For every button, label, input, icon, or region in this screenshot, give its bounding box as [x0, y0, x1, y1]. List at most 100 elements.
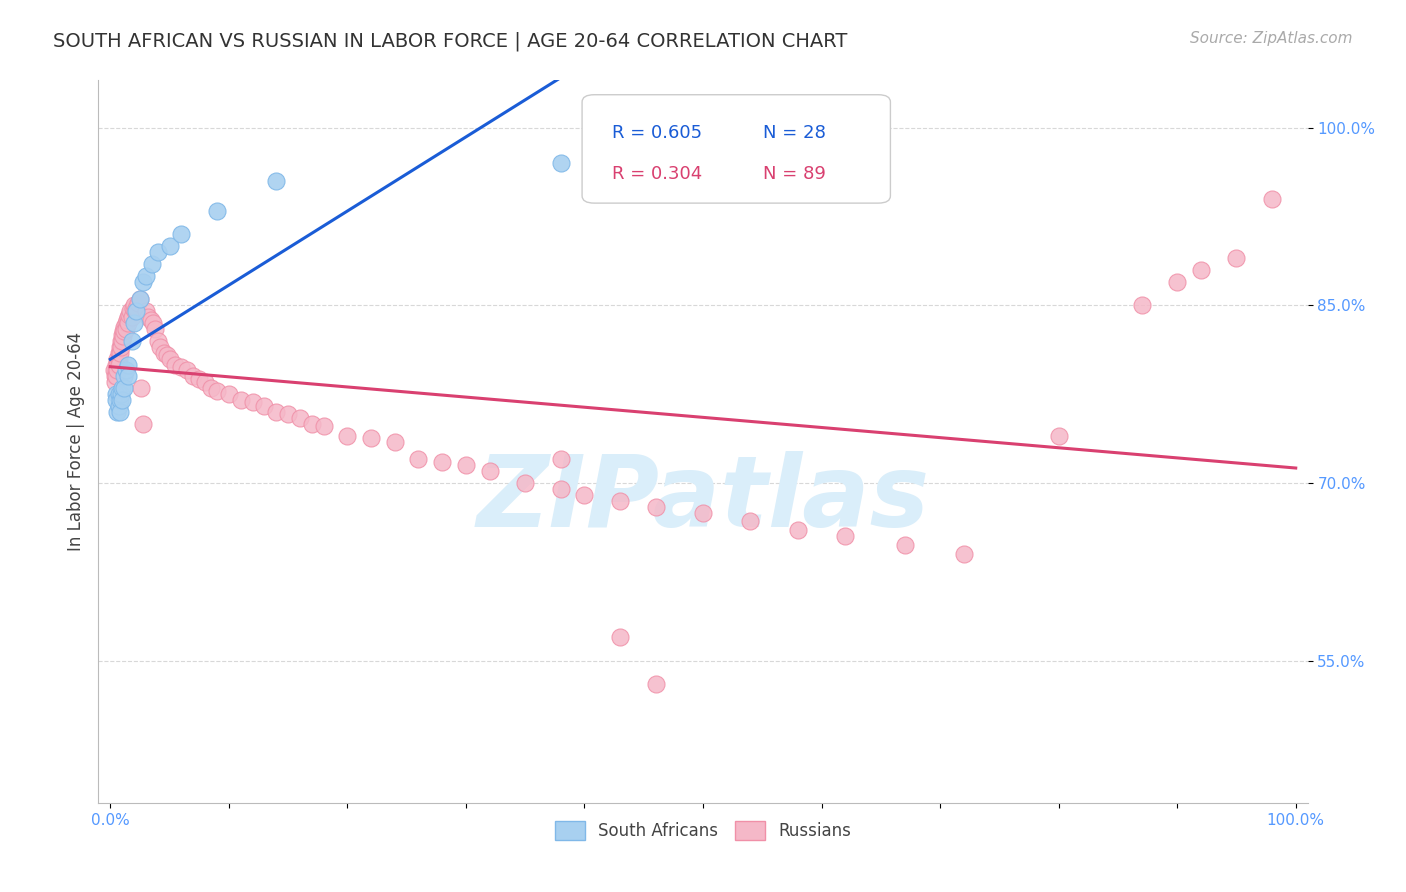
Point — [114, 316, 136, 330]
Point — [114, 322, 136, 336]
Point — [242, 395, 264, 409]
Point — [1225, 251, 1247, 265]
Point — [200, 381, 222, 395]
Point — [609, 493, 631, 508]
Point — [1130, 298, 1153, 312]
Point — [312, 419, 335, 434]
Point — [786, 524, 808, 538]
Point — [105, 387, 128, 401]
Point — [550, 156, 572, 170]
Point — [105, 393, 128, 408]
Point — [205, 384, 228, 398]
Point — [143, 322, 166, 336]
Point — [264, 174, 287, 188]
Point — [117, 369, 139, 384]
Point — [1166, 275, 1188, 289]
Text: R = 0.304: R = 0.304 — [613, 165, 703, 183]
Point — [129, 381, 152, 395]
Point — [129, 293, 152, 307]
Point — [360, 431, 382, 445]
Point — [170, 227, 193, 242]
Point — [229, 393, 252, 408]
Point — [149, 340, 172, 354]
Point — [118, 308, 141, 322]
Point — [107, 387, 129, 401]
Point — [159, 239, 181, 253]
Point — [264, 405, 287, 419]
Point — [114, 325, 136, 339]
Text: SOUTH AFRICAN VS RUSSIAN IN LABOR FORCE | AGE 20-64 CORRELATION CHART: SOUTH AFRICAN VS RUSSIAN IN LABOR FORCE … — [53, 31, 848, 51]
Point — [114, 363, 136, 377]
Point — [105, 358, 128, 372]
Point — [1261, 192, 1284, 206]
Point — [105, 351, 128, 366]
Point — [110, 334, 132, 348]
Point — [125, 304, 148, 318]
Point — [107, 345, 129, 359]
Text: R = 0.605: R = 0.605 — [613, 124, 703, 142]
Point — [121, 301, 143, 315]
Point — [108, 340, 131, 354]
Point — [129, 293, 152, 307]
Point — [454, 458, 477, 473]
Point — [121, 334, 143, 348]
Point — [253, 399, 276, 413]
Point — [135, 268, 157, 283]
Point — [277, 407, 299, 421]
Point — [834, 529, 856, 543]
Point — [139, 312, 162, 326]
Point — [117, 310, 139, 325]
Point — [288, 410, 311, 425]
Point — [644, 677, 666, 691]
Point — [111, 334, 134, 348]
Y-axis label: In Labor Force | Age 20-64: In Labor Force | Age 20-64 — [66, 332, 84, 551]
Point — [432, 455, 454, 469]
Point — [132, 417, 155, 431]
Point — [141, 257, 163, 271]
Point — [117, 316, 139, 330]
Legend: South Africans, Russians: South Africans, Russians — [548, 814, 858, 847]
Point — [108, 405, 131, 419]
Point — [103, 363, 125, 377]
Point — [110, 387, 132, 401]
Point — [107, 358, 129, 372]
Point — [170, 359, 193, 374]
Point — [165, 358, 187, 372]
Point — [609, 630, 631, 644]
Point — [1189, 262, 1212, 277]
Point — [107, 351, 129, 366]
Point — [115, 312, 138, 326]
Point — [644, 500, 666, 514]
Point — [135, 304, 157, 318]
Point — [194, 376, 217, 390]
Point — [111, 381, 134, 395]
Point — [127, 296, 149, 310]
Point — [107, 399, 129, 413]
Point — [120, 304, 142, 318]
Point — [205, 203, 228, 218]
Point — [114, 369, 136, 384]
Point — [181, 369, 204, 384]
Point — [136, 310, 159, 325]
Point — [515, 475, 537, 490]
Point — [152, 345, 174, 359]
Point — [159, 351, 181, 366]
Point — [132, 275, 155, 289]
Point — [146, 334, 169, 348]
Point — [105, 369, 128, 384]
Point — [478, 464, 501, 478]
Point — [692, 506, 714, 520]
Point — [117, 358, 139, 372]
Point — [104, 376, 127, 390]
Point — [108, 345, 131, 359]
Point — [218, 387, 240, 401]
Point — [114, 381, 136, 395]
Point — [112, 329, 135, 343]
Point — [1047, 428, 1070, 442]
Point — [105, 363, 128, 377]
Point — [110, 340, 132, 354]
FancyBboxPatch shape — [582, 95, 890, 203]
Point — [112, 325, 135, 339]
Point — [104, 369, 127, 384]
Point — [336, 428, 359, 442]
